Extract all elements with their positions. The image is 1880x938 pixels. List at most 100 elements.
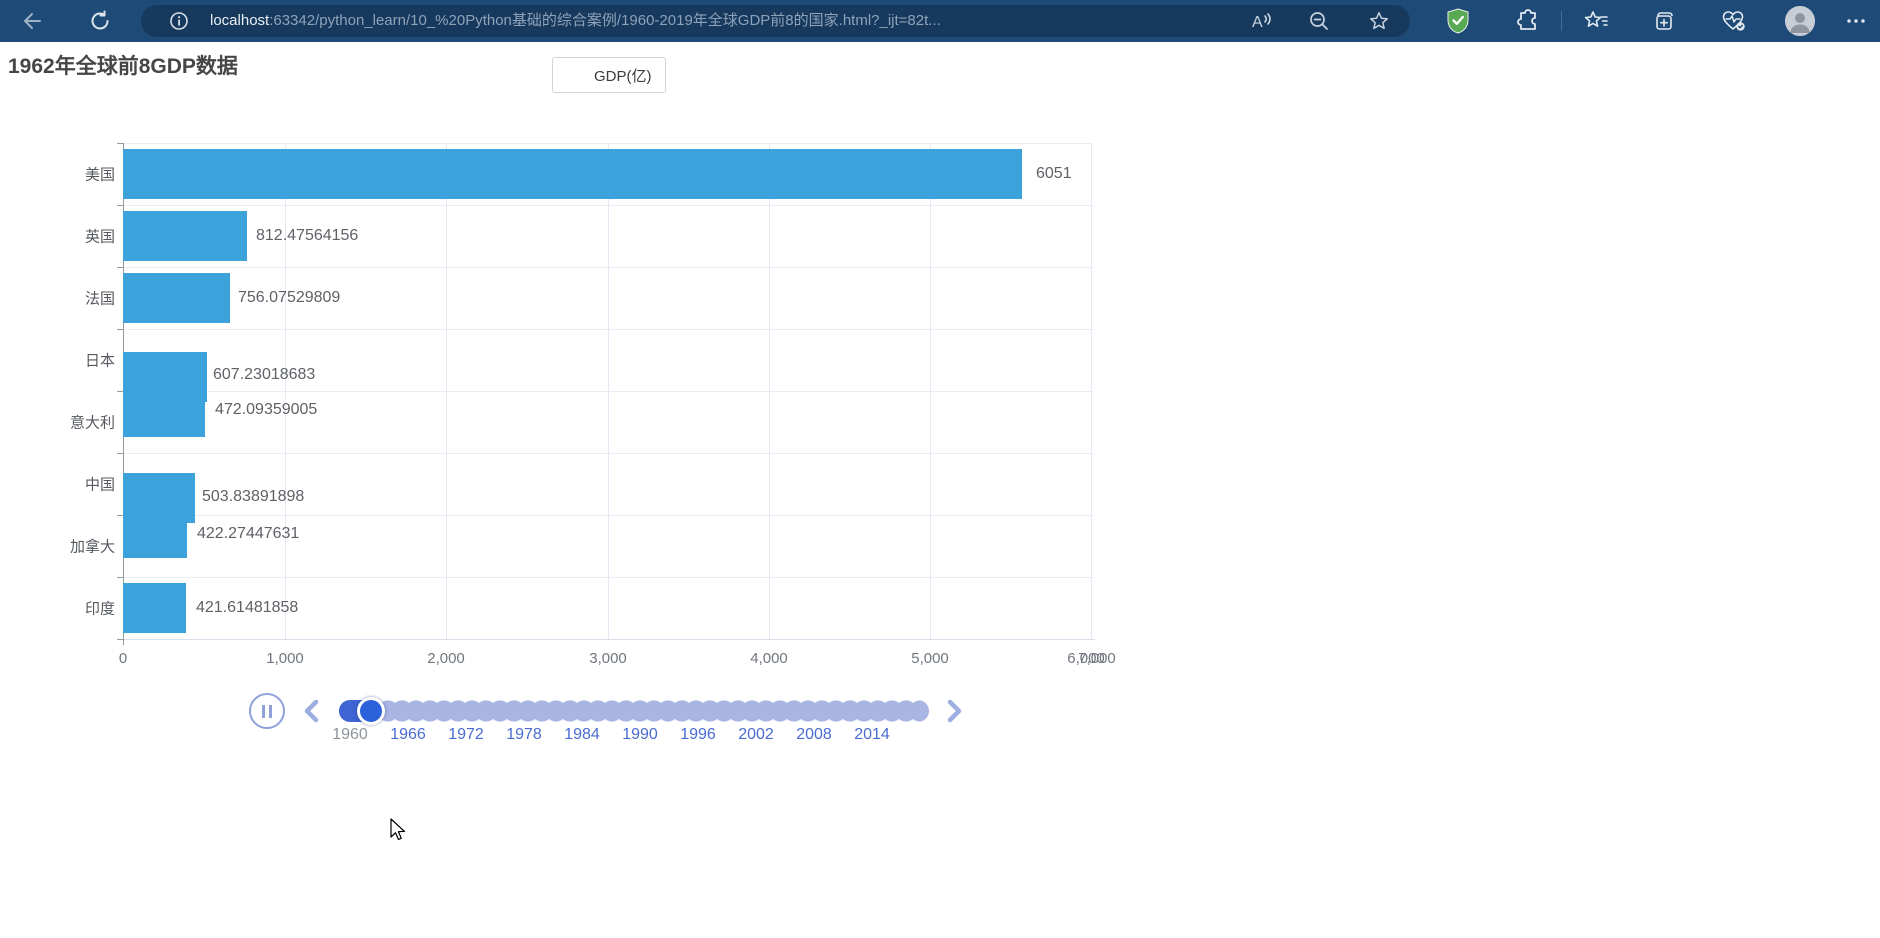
timeline-year-label[interactable]: 2008: [796, 726, 832, 743]
gdp-bar[interactable]: [123, 583, 186, 633]
y-axis-tick: [117, 267, 123, 268]
x-axis-tick-label: 4,000: [750, 650, 788, 667]
page-title: 1962年全球前8GDP数据: [8, 55, 238, 78]
bar-value-label: 812.47564156: [256, 227, 359, 244]
profile-avatar[interactable]: [1785, 6, 1815, 36]
gdp-bar[interactable]: [123, 273, 230, 323]
gdp-bar[interactable]: [123, 352, 207, 402]
address-bar[interactable]: localhost:63342/python_learn/10_%20Pytho…: [141, 5, 1410, 37]
category-label: 意大利: [69, 414, 115, 432]
legend-label: GDP(亿): [594, 67, 652, 85]
category-label: 美国: [84, 166, 115, 184]
url-host: localhost: [210, 12, 270, 29]
chevron-right-icon: [947, 699, 962, 723]
star-icon: [1370, 12, 1388, 30]
x-axis-tick-label: 3,000: [589, 650, 627, 667]
read-aloud-button[interactable]: A: [1244, 4, 1278, 38]
x-axis-tick-label: 1,000: [266, 650, 304, 667]
page-info-button[interactable]: [162, 4, 196, 38]
gridline-horizontal: [123, 267, 1093, 268]
browser-essentials-button[interactable]: [1717, 4, 1751, 38]
x-axis-tick-label: 7,000: [1078, 650, 1116, 667]
category-label: 加拿大: [69, 538, 115, 556]
timeline-track[interactable]: [339, 700, 929, 722]
collections-button[interactable]: [1647, 4, 1681, 38]
gridline-horizontal: [123, 391, 1093, 392]
zoom-out-button[interactable]: [1302, 4, 1336, 38]
star-list-icon: [1584, 11, 1608, 27]
category-label: 英国: [84, 228, 115, 246]
gdp-bar[interactable]: [123, 402, 205, 437]
info-icon: [170, 12, 188, 30]
timeline-prev-button[interactable]: [299, 698, 325, 724]
y-axis-tick: [117, 205, 123, 206]
timeline-year-label[interactable]: 1966: [390, 726, 426, 743]
timeline-year-label[interactable]: 2002: [738, 726, 774, 743]
gridline-horizontal: [123, 577, 1093, 578]
x-axis-tick-label: 5,000: [911, 650, 949, 667]
bar-value-label: 503.83891898: [202, 488, 305, 505]
y-axis-tick: [117, 329, 123, 330]
tab-copy-plus-icon: [1656, 12, 1673, 30]
gridline-horizontal: [123, 515, 1093, 516]
timeline-year-label[interactable]: 1990: [622, 726, 658, 743]
category-label: 印度: [84, 600, 115, 618]
back-button[interactable]: [15, 4, 49, 38]
timeline-pause-button[interactable]: [249, 693, 285, 729]
url-text[interactable]: localhost:63342/python_learn/10_%20Pytho…: [210, 5, 941, 37]
timeline-year-label[interactable]: 2014: [854, 726, 890, 743]
timeline-year-label[interactable]: 1972: [448, 726, 484, 743]
defender-extension-button[interactable]: [1441, 4, 1475, 38]
heart-pulse-icon: [1722, 11, 1745, 31]
shield-check-icon: [1447, 8, 1469, 34]
gdp-bar[interactable]: [123, 211, 247, 261]
timeline-year-label[interactable]: 1996: [680, 726, 716, 743]
refresh-icon: [91, 10, 109, 30]
extensions-button[interactable]: [1511, 4, 1545, 38]
gridline-horizontal: [123, 143, 1093, 144]
y-axis-tick: [117, 143, 123, 144]
browser-toolbar: localhost:63342/python_learn/10_%20Pytho…: [0, 0, 1880, 42]
bar-value-label: 756.07529809: [238, 289, 341, 306]
y-axis-tick: [117, 639, 123, 640]
legend-gdp[interactable]: GDP(亿): [552, 57, 666, 93]
timeline-year-label[interactable]: 1960: [332, 726, 368, 743]
timeline-handle[interactable]: [357, 697, 385, 725]
bar-value-label: 422.27447631: [197, 525, 300, 542]
refresh-button[interactable]: [83, 4, 117, 38]
gridline-horizontal: [123, 329, 1093, 330]
person-icon: [1785, 6, 1815, 36]
category-label: 中国: [84, 476, 115, 494]
y-axis-tick: [117, 577, 123, 578]
category-label: 日本: [84, 352, 115, 370]
gdp-bar[interactable]: [123, 149, 1022, 199]
zoom-out-icon: [1310, 12, 1328, 30]
favorite-button[interactable]: [1362, 4, 1396, 38]
bar-value-label: 6051: [1036, 165, 1072, 182]
timeline-next-button[interactable]: [941, 698, 967, 724]
gdp-bar[interactable]: [123, 523, 187, 558]
timeline-year-label[interactable]: 1978: [506, 726, 542, 743]
favorites-bar-button[interactable]: [1579, 4, 1613, 38]
x-axis-tick-label: 0: [118, 650, 128, 667]
x-axis-tick-label: 2,000: [427, 650, 465, 667]
bar-value-label: 607.23018683: [213, 366, 316, 383]
ellipsis-icon: [1847, 19, 1865, 23]
url-path: :63342/python_learn/10_%20Python基础的综合案例/…: [269, 12, 941, 29]
puzzle-icon: [1517, 9, 1536, 30]
x-axis-line: [123, 639, 1095, 640]
y-axis-tick: [117, 391, 123, 392]
pause-icon: [262, 704, 265, 718]
category-label: 法国: [84, 290, 115, 308]
x-axis-tick: [123, 639, 124, 645]
y-axis-tick: [117, 515, 123, 516]
back-arrow-icon: [24, 13, 41, 29]
gdp-bar[interactable]: [123, 473, 195, 523]
toolbar-divider: [1561, 11, 1562, 31]
x-axis-tick-label: 6,000: [1067, 650, 1105, 667]
gridline-horizontal: [123, 453, 1093, 454]
timeline-year-label[interactable]: 1984: [564, 726, 600, 743]
y-axis-tick: [117, 453, 123, 454]
settings-more-button[interactable]: [1839, 4, 1873, 38]
